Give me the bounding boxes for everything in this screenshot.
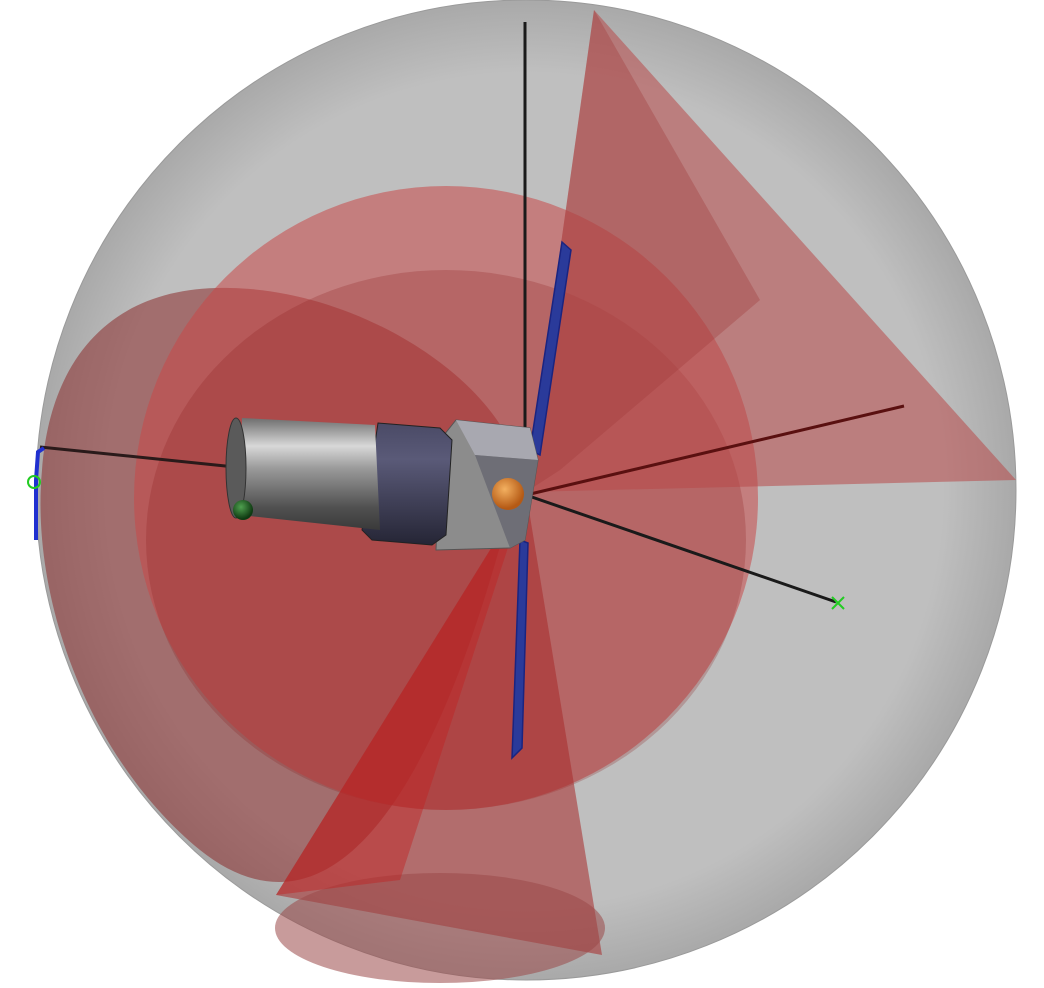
upper-right-cone-face [526,10,760,492]
left-bracket-icon [34,446,46,540]
lower-cone-bright-face [276,492,526,895]
spacecraft-bus-top [456,420,538,460]
spacecraft-cylinder [240,418,380,530]
neg-x-axis-line [39,445,236,469]
circle-marker-icon[interactable] [27,475,41,489]
spacecraft-collar [361,422,453,546]
x-axis-line [525,493,837,604]
upper-right-cone [526,10,1016,492]
upper-solar-panel [529,240,572,457]
cylinder-end-cap [225,417,247,519]
sensor-ball [233,500,253,520]
y-axis-line [525,404,905,497]
lower-solar-panel [511,538,529,760]
sun-icon[interactable] [492,478,524,510]
x-marker-icon[interactable] [831,596,845,610]
lower-cone-base [275,873,605,983]
